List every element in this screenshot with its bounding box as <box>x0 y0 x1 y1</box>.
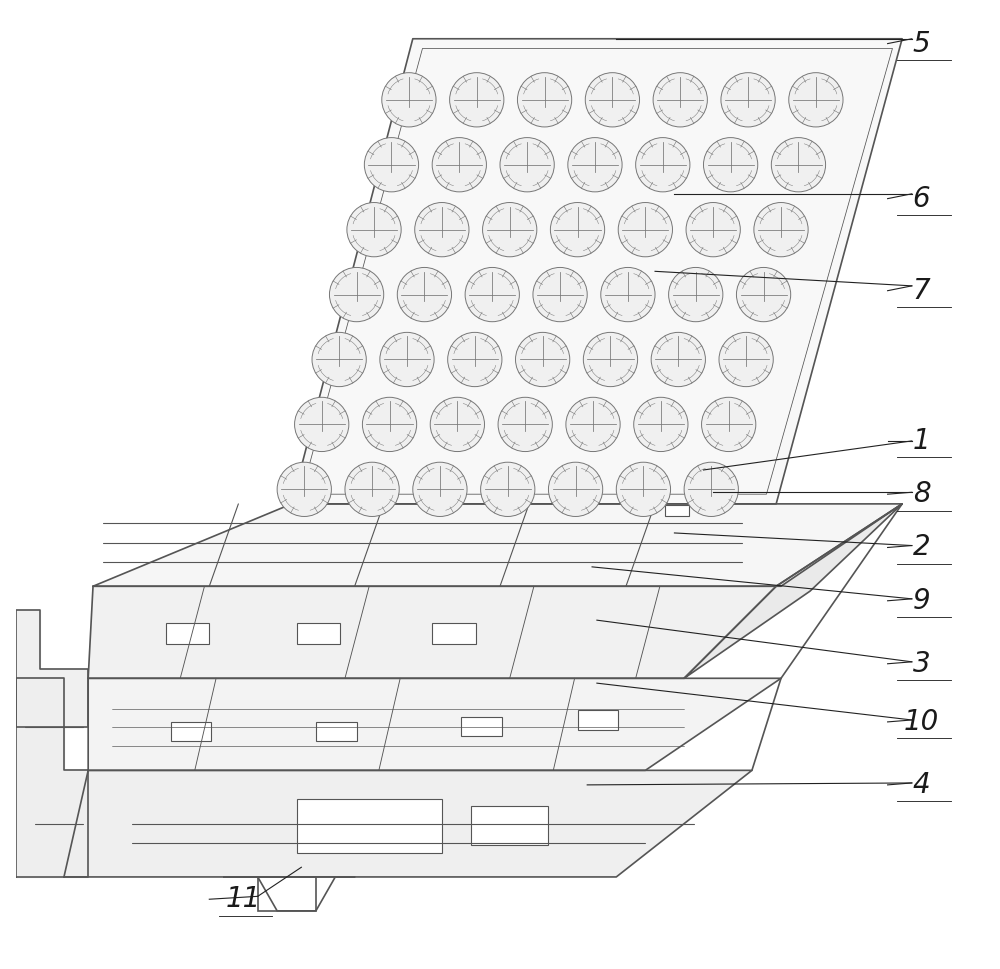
Bar <box>471 806 548 845</box>
Text: 1: 1 <box>913 427 930 454</box>
Circle shape <box>413 462 467 516</box>
Circle shape <box>517 73 572 127</box>
Circle shape <box>601 267 655 322</box>
Circle shape <box>616 462 671 516</box>
Polygon shape <box>684 504 902 678</box>
Circle shape <box>465 267 519 322</box>
Circle shape <box>548 462 603 516</box>
Circle shape <box>498 397 552 452</box>
Circle shape <box>345 462 399 516</box>
Circle shape <box>364 138 419 192</box>
Circle shape <box>481 462 535 516</box>
Circle shape <box>312 332 366 387</box>
Polygon shape <box>292 39 902 504</box>
Circle shape <box>550 203 605 257</box>
Circle shape <box>771 138 826 192</box>
Text: 6: 6 <box>913 185 930 212</box>
Circle shape <box>347 203 401 257</box>
Circle shape <box>448 332 502 387</box>
Circle shape <box>703 138 758 192</box>
Polygon shape <box>16 610 88 727</box>
Polygon shape <box>64 770 752 877</box>
Polygon shape <box>16 678 88 877</box>
Text: 10: 10 <box>904 708 939 735</box>
Polygon shape <box>88 586 776 678</box>
Circle shape <box>636 138 690 192</box>
Text: 3: 3 <box>913 650 930 677</box>
Circle shape <box>380 332 434 387</box>
Text: 7: 7 <box>913 277 930 304</box>
Bar <box>166 623 209 644</box>
Circle shape <box>684 462 738 516</box>
Text: 4: 4 <box>913 771 930 798</box>
Text: 2: 2 <box>913 534 930 561</box>
Circle shape <box>721 73 775 127</box>
Circle shape <box>397 267 452 322</box>
Bar <box>461 717 502 736</box>
Circle shape <box>789 73 843 127</box>
Circle shape <box>516 332 570 387</box>
Circle shape <box>686 203 740 257</box>
Circle shape <box>634 397 688 452</box>
Circle shape <box>382 73 436 127</box>
Bar <box>578 710 618 730</box>
Circle shape <box>736 267 791 322</box>
Circle shape <box>329 267 384 322</box>
Circle shape <box>702 397 756 452</box>
Text: 8: 8 <box>913 481 930 508</box>
Circle shape <box>669 267 723 322</box>
Circle shape <box>719 332 773 387</box>
Bar <box>171 722 211 741</box>
Bar <box>258 877 316 911</box>
Circle shape <box>415 203 469 257</box>
Circle shape <box>500 138 554 192</box>
Bar <box>297 623 340 644</box>
Circle shape <box>583 332 638 387</box>
Text: 11: 11 <box>226 886 261 913</box>
Circle shape <box>618 203 672 257</box>
Bar <box>432 623 476 644</box>
Bar <box>665 505 689 516</box>
Circle shape <box>432 138 486 192</box>
Circle shape <box>653 73 707 127</box>
Circle shape <box>483 203 537 257</box>
Circle shape <box>568 138 622 192</box>
Circle shape <box>277 462 331 516</box>
Circle shape <box>450 73 504 127</box>
Polygon shape <box>93 504 902 586</box>
Text: 9: 9 <box>913 587 930 614</box>
Circle shape <box>533 267 587 322</box>
Circle shape <box>566 397 620 452</box>
Circle shape <box>585 73 640 127</box>
Bar <box>316 722 357 741</box>
Circle shape <box>362 397 417 452</box>
Text: 5: 5 <box>913 30 930 57</box>
Circle shape <box>754 203 808 257</box>
Polygon shape <box>88 678 781 770</box>
Bar <box>297 799 442 853</box>
Circle shape <box>295 397 349 452</box>
Circle shape <box>651 332 705 387</box>
Circle shape <box>430 397 484 452</box>
